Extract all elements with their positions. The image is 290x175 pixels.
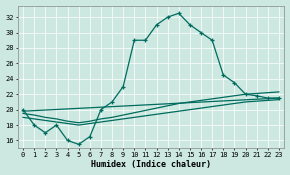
X-axis label: Humidex (Indice chaleur): Humidex (Indice chaleur) <box>91 160 211 169</box>
